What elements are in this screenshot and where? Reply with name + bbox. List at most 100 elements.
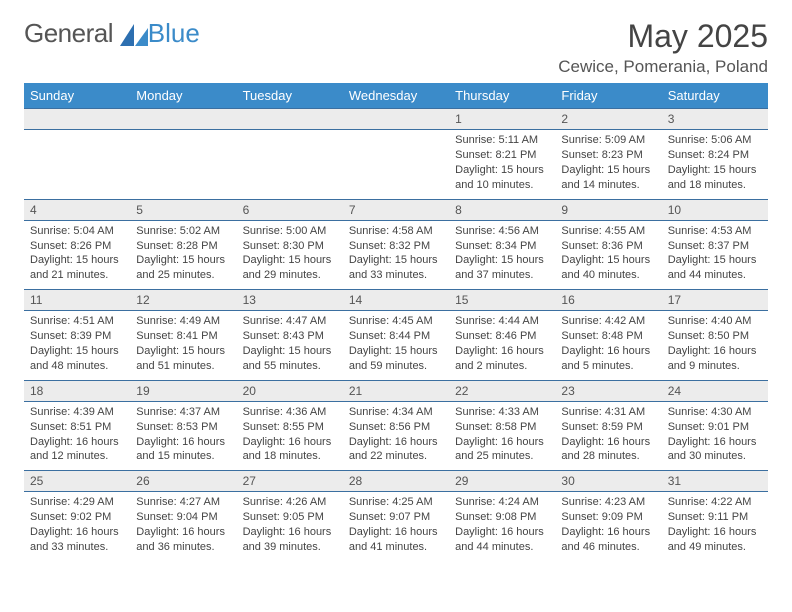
page-title: May 2025 xyxy=(558,18,768,55)
daylight-text: and 44 minutes. xyxy=(455,540,549,555)
day-header: Saturday xyxy=(662,83,768,109)
sunrise-text: Sunrise: 4:56 AM xyxy=(455,224,549,239)
sunrise-text: Sunrise: 4:44 AM xyxy=(455,314,549,329)
daylight-text: Daylight: 16 hours xyxy=(136,435,230,450)
sunrise-text: Sunrise: 4:51 AM xyxy=(30,314,124,329)
day-cell: Sunrise: 5:06 AMSunset: 8:24 PMDaylight:… xyxy=(662,130,768,199)
sunset-text: Sunset: 8:21 PM xyxy=(455,148,549,163)
daynum-row: 123 xyxy=(24,109,768,130)
sunset-text: Sunset: 8:53 PM xyxy=(136,420,230,435)
daylight-text: Daylight: 16 hours xyxy=(561,344,655,359)
sunset-text: Sunset: 8:41 PM xyxy=(136,329,230,344)
day-number xyxy=(237,109,343,129)
day-header: Thursday xyxy=(449,83,555,109)
sunrise-text: Sunrise: 4:55 AM xyxy=(561,224,655,239)
day-number: 25 xyxy=(24,471,130,491)
daylight-text: and 14 minutes. xyxy=(561,178,655,193)
sunrise-text: Sunrise: 5:02 AM xyxy=(136,224,230,239)
day-header: Wednesday xyxy=(343,83,449,109)
day-number: 28 xyxy=(343,471,449,491)
daynum-row: 11121314151617 xyxy=(24,290,768,311)
daynum-row: 18192021222324 xyxy=(24,380,768,401)
week-row: Sunrise: 4:51 AMSunset: 8:39 PMDaylight:… xyxy=(24,311,768,380)
sunrise-text: Sunrise: 5:04 AM xyxy=(30,224,124,239)
day-header: Monday xyxy=(130,83,236,109)
daylight-text: and 51 minutes. xyxy=(136,359,230,374)
day-cell: Sunrise: 4:49 AMSunset: 8:41 PMDaylight:… xyxy=(130,311,236,380)
day-number: 16 xyxy=(555,290,661,310)
daylight-text: and 55 minutes. xyxy=(243,359,337,374)
daylight-text: and 37 minutes. xyxy=(455,268,549,283)
day-cell: Sunrise: 4:30 AMSunset: 9:01 PMDaylight:… xyxy=(662,401,768,470)
day-header: Friday xyxy=(555,83,661,109)
daylight-text: and 49 minutes. xyxy=(668,540,762,555)
sunset-text: Sunset: 8:26 PM xyxy=(30,239,124,254)
day-cell: Sunrise: 5:04 AMSunset: 8:26 PMDaylight:… xyxy=(24,220,130,289)
day-cell: Sunrise: 4:34 AMSunset: 8:56 PMDaylight:… xyxy=(343,401,449,470)
sunset-text: Sunset: 8:58 PM xyxy=(455,420,549,435)
daylight-text: Daylight: 15 hours xyxy=(136,344,230,359)
daylight-text: Daylight: 15 hours xyxy=(30,253,124,268)
day-number: 17 xyxy=(662,290,768,310)
week-row: Sunrise: 5:04 AMSunset: 8:26 PMDaylight:… xyxy=(24,220,768,289)
day-number: 27 xyxy=(237,471,343,491)
sunrise-text: Sunrise: 4:29 AM xyxy=(30,495,124,510)
day-number: 1 xyxy=(449,109,555,129)
sunset-text: Sunset: 8:48 PM xyxy=(561,329,655,344)
daylight-text: and 10 minutes. xyxy=(455,178,549,193)
day-number: 23 xyxy=(555,381,661,401)
sunset-text: Sunset: 8:32 PM xyxy=(349,239,443,254)
day-number: 5 xyxy=(130,200,236,220)
sunrise-text: Sunrise: 5:11 AM xyxy=(455,133,549,148)
week-row: Sunrise: 4:29 AMSunset: 9:02 PMDaylight:… xyxy=(24,492,768,561)
sunrise-text: Sunrise: 4:47 AM xyxy=(243,314,337,329)
day-cell: Sunrise: 4:36 AMSunset: 8:55 PMDaylight:… xyxy=(237,401,343,470)
calendar-table: SundayMondayTuesdayWednesdayThursdayFrid… xyxy=(24,83,768,561)
daylight-text: and 40 minutes. xyxy=(561,268,655,283)
day-cell: Sunrise: 4:39 AMSunset: 8:51 PMDaylight:… xyxy=(24,401,130,470)
daylight-text: Daylight: 16 hours xyxy=(668,525,762,540)
daylight-text: and 30 minutes. xyxy=(668,449,762,464)
day-cell xyxy=(343,130,449,199)
day-number: 7 xyxy=(343,200,449,220)
daylight-text: and 2 minutes. xyxy=(455,359,549,374)
day-header: Sunday xyxy=(24,83,130,109)
sunrise-text: Sunrise: 4:34 AM xyxy=(349,405,443,420)
brand-name-part2: Blue xyxy=(148,18,200,49)
day-cell: Sunrise: 4:37 AMSunset: 8:53 PMDaylight:… xyxy=(130,401,236,470)
daylight-text: Daylight: 16 hours xyxy=(561,525,655,540)
day-cell: Sunrise: 4:44 AMSunset: 8:46 PMDaylight:… xyxy=(449,311,555,380)
sunrise-text: Sunrise: 4:42 AM xyxy=(561,314,655,329)
sunrise-text: Sunrise: 4:40 AM xyxy=(668,314,762,329)
sunrise-text: Sunrise: 4:31 AM xyxy=(561,405,655,420)
day-number: 8 xyxy=(449,200,555,220)
day-number: 29 xyxy=(449,471,555,491)
sunset-text: Sunset: 8:23 PM xyxy=(561,148,655,163)
sunrise-text: Sunrise: 4:27 AM xyxy=(136,495,230,510)
sunset-text: Sunset: 9:01 PM xyxy=(668,420,762,435)
daylight-text: Daylight: 16 hours xyxy=(349,525,443,540)
sunset-text: Sunset: 9:11 PM xyxy=(668,510,762,525)
daylight-text: Daylight: 16 hours xyxy=(668,344,762,359)
day-number: 10 xyxy=(662,200,768,220)
day-number xyxy=(343,109,449,129)
daylight-text: and 33 minutes. xyxy=(349,268,443,283)
daylight-text: and 28 minutes. xyxy=(561,449,655,464)
day-cell: Sunrise: 4:29 AMSunset: 9:02 PMDaylight:… xyxy=(24,492,130,561)
daylight-text: Daylight: 15 hours xyxy=(561,253,655,268)
daylight-text: Daylight: 15 hours xyxy=(349,253,443,268)
sunset-text: Sunset: 8:50 PM xyxy=(668,329,762,344)
sunset-text: Sunset: 8:30 PM xyxy=(243,239,337,254)
header-row: General Blue May 2025 Cewice, Pomerania,… xyxy=(24,18,768,77)
daylight-text: and 59 minutes. xyxy=(349,359,443,374)
day-cell xyxy=(24,130,130,199)
brand-logo: General Blue xyxy=(24,18,200,49)
day-number: 12 xyxy=(130,290,236,310)
daylight-text: and 36 minutes. xyxy=(136,540,230,555)
daynum-row: 25262728293031 xyxy=(24,471,768,492)
sunset-text: Sunset: 9:09 PM xyxy=(561,510,655,525)
day-number: 31 xyxy=(662,471,768,491)
daylight-text: and 22 minutes. xyxy=(349,449,443,464)
day-cell: Sunrise: 4:58 AMSunset: 8:32 PMDaylight:… xyxy=(343,220,449,289)
daylight-text: and 41 minutes. xyxy=(349,540,443,555)
